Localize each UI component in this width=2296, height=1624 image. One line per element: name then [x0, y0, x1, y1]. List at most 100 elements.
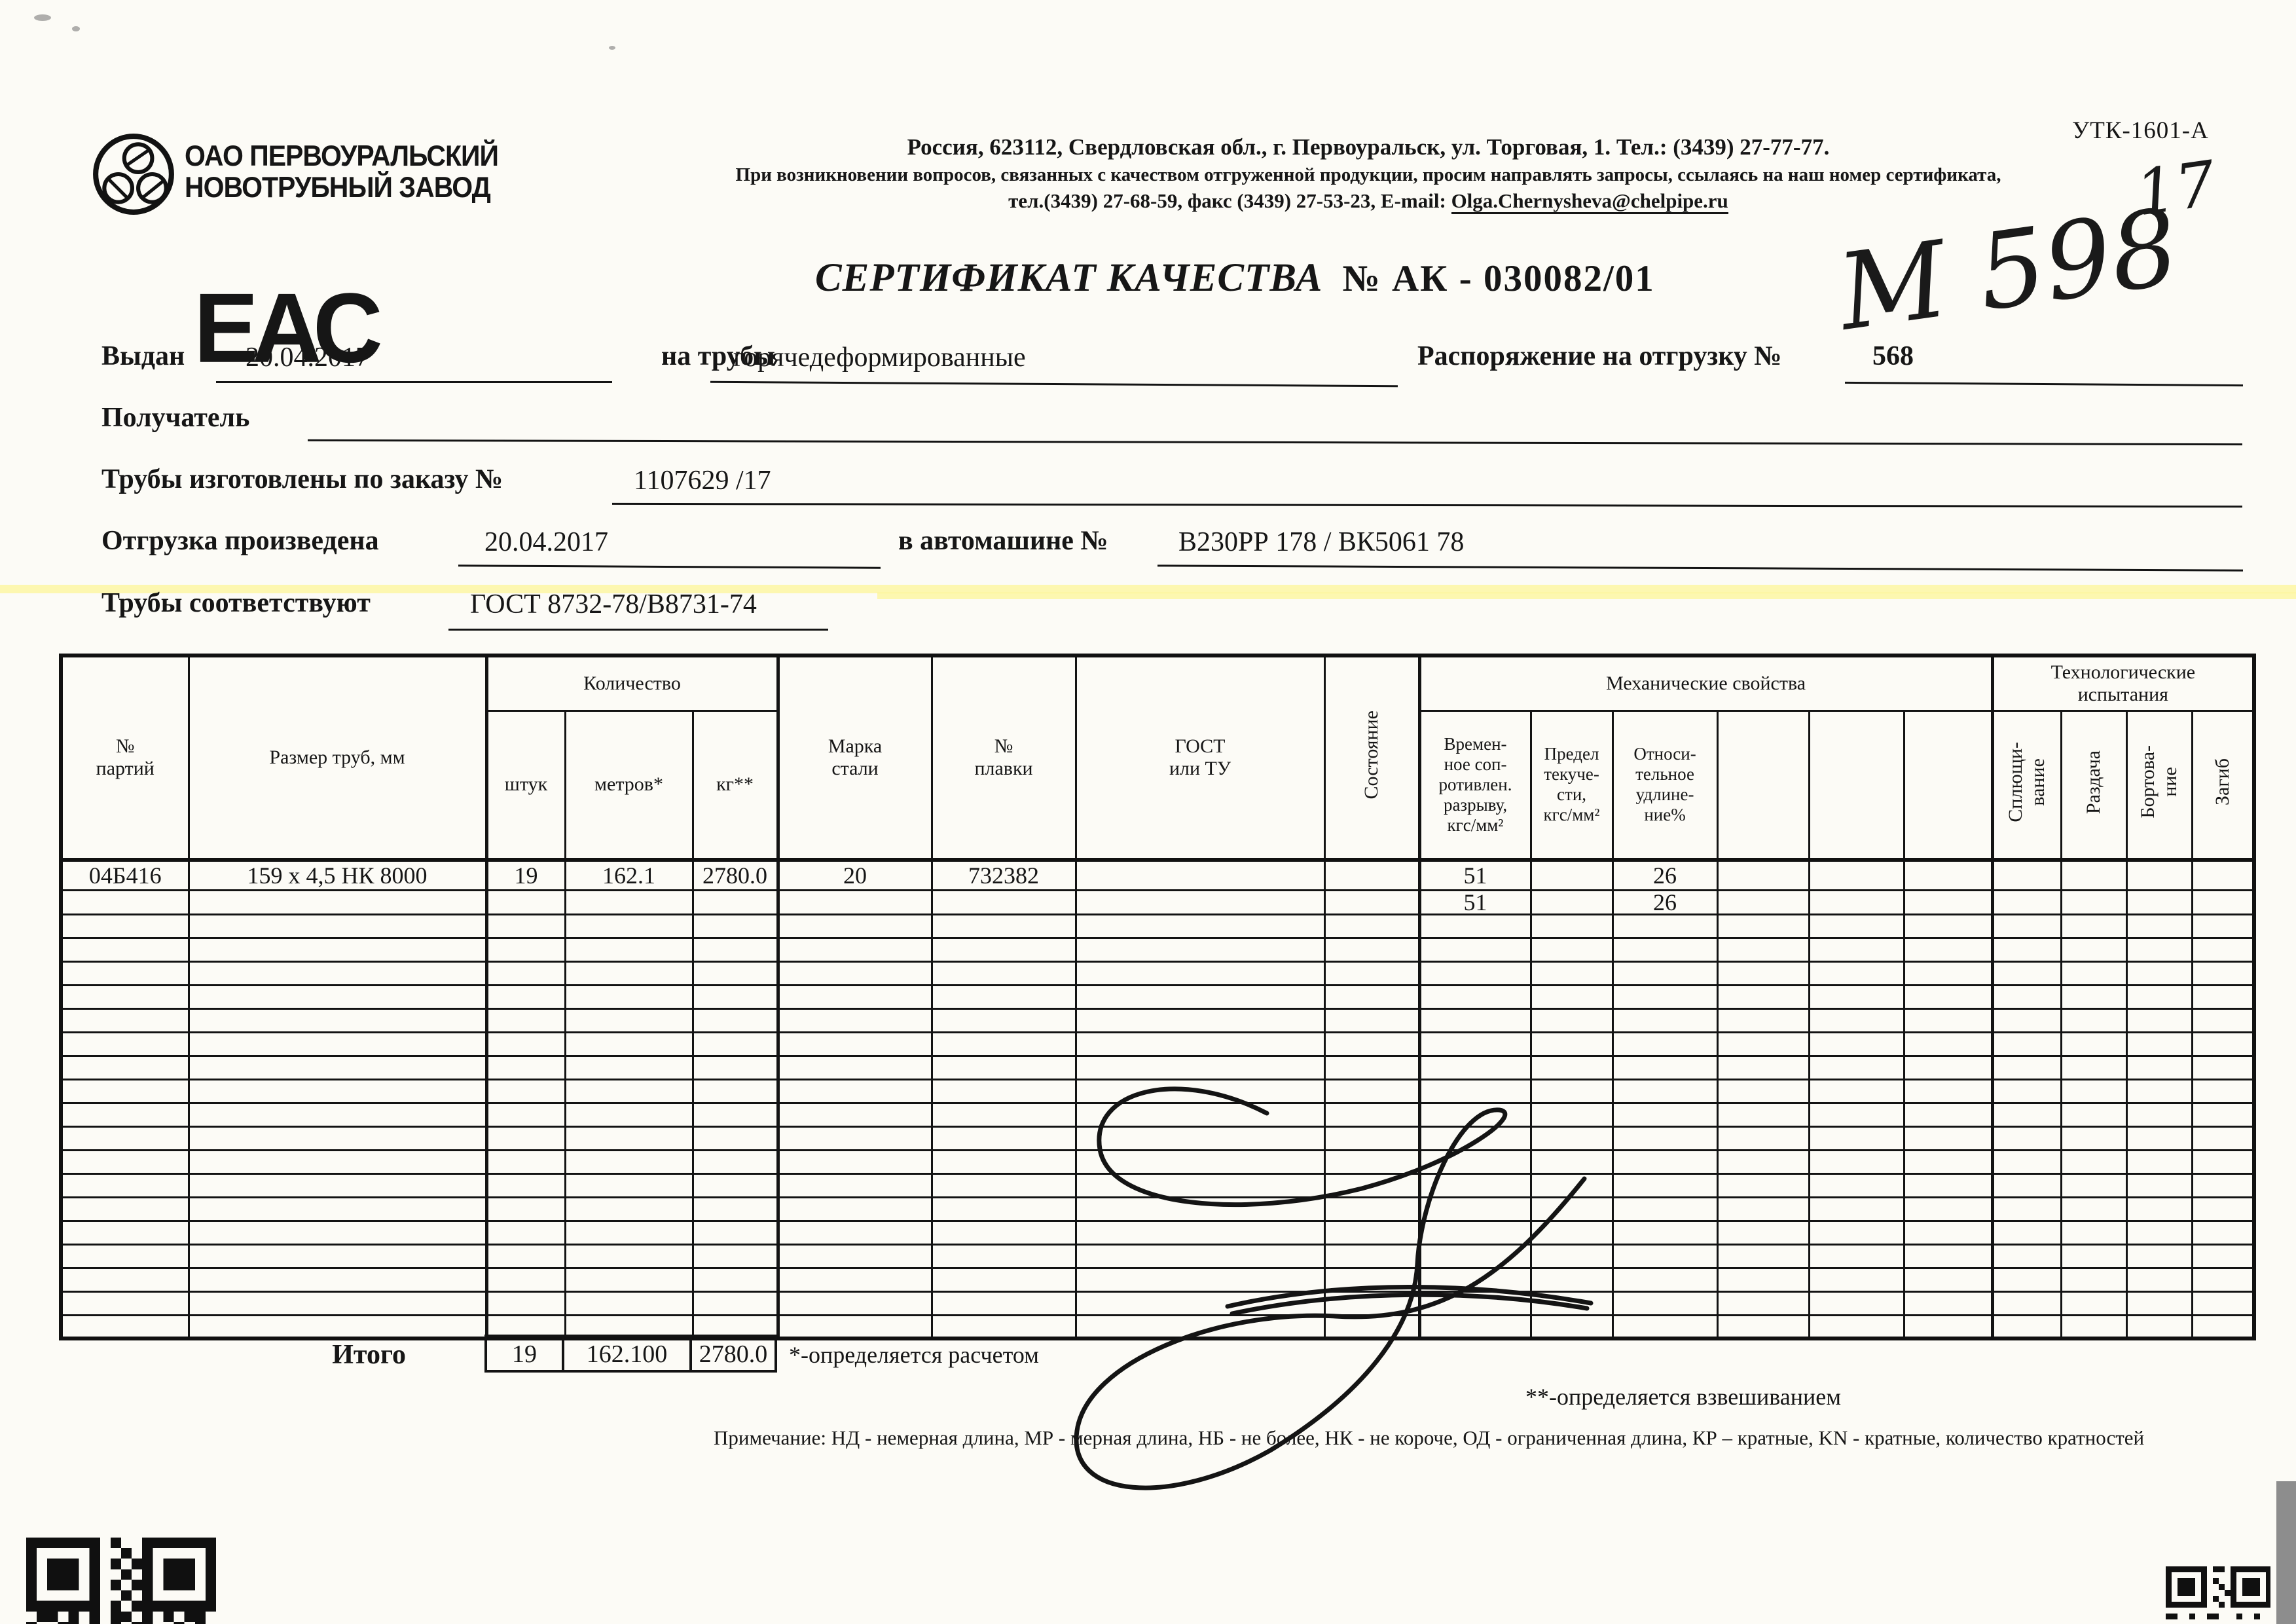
table-cell [1808, 913, 1905, 939]
table-cell [776, 1101, 933, 1128]
table-cell [187, 1101, 488, 1128]
col-header-bend: Загиб [2191, 709, 2255, 861]
table-cell [60, 960, 190, 986]
table-cell [1074, 889, 1326, 915]
table-cell [1903, 960, 1994, 986]
table-cell [1417, 1172, 1532, 1198]
table-cell [1529, 960, 1614, 986]
table-row [60, 936, 2255, 963]
table-cell [564, 984, 694, 1010]
table-cell [2125, 1243, 2193, 1269]
table-cell [776, 1266, 933, 1293]
table-cell [187, 1007, 488, 1033]
table-cell [1323, 984, 1421, 1010]
field-underline [1157, 564, 2243, 572]
letterhead-address: Россия, 623112, Свердловская обл., г. Пе… [907, 134, 1830, 160]
table-cell [776, 984, 933, 1010]
totals-kg: 2780.0 [689, 1335, 777, 1373]
table-cell [1808, 1172, 1905, 1198]
table-cell [776, 889, 933, 915]
table-cell [691, 960, 779, 986]
table-cell [1074, 1078, 1326, 1104]
qr-code-icon [2166, 1566, 2270, 1619]
table-cell [1417, 1125, 1532, 1151]
table-cell [2125, 1101, 2193, 1128]
table-cell [2060, 936, 2128, 963]
table-cell [187, 889, 488, 915]
table-cell [776, 1196, 933, 1222]
table-cell [1323, 1054, 1421, 1080]
table-cell [1323, 1266, 1421, 1293]
spec-table: № партий Размер труб, мм Количество Марк… [59, 654, 2257, 1340]
form-code: УТК-1601-А [2072, 117, 2209, 144]
conform-label: Трубы соответствуют [101, 588, 371, 618]
pipes-label: на трубы [661, 341, 775, 371]
table-row [60, 1078, 2255, 1104]
table-cell [2191, 960, 2255, 986]
table-cell [1903, 1054, 1994, 1080]
table-row [60, 1054, 2255, 1080]
table-cell [1903, 1219, 1994, 1246]
table-cell [1990, 1101, 2062, 1128]
table-cell [1990, 1172, 2062, 1198]
table-cell [1529, 889, 1614, 915]
col-header-meters: метров* [564, 709, 694, 861]
title-text: СЕРТИФИКАТ КАЧЕСТВА [815, 256, 1323, 300]
table-cell [1529, 1243, 1614, 1269]
table-cell [1903, 1290, 1994, 1316]
table-cell [60, 1101, 190, 1128]
table-cell [930, 1031, 1077, 1057]
table-cell [1903, 913, 1994, 939]
table-cell [1716, 1172, 1810, 1198]
table-cell [930, 1219, 1077, 1246]
table-cell [776, 913, 933, 939]
table-cell [1808, 1007, 1905, 1033]
table-cell [1903, 889, 1994, 915]
totals-pieces: 19 [484, 1335, 564, 1373]
table-cell [776, 1007, 933, 1033]
table-cell [1074, 1243, 1326, 1269]
table-cell: 159 х 4,5 НК 8000 [187, 858, 488, 891]
totals-meters: 162.100 [562, 1335, 692, 1373]
table-cell [1903, 936, 1994, 963]
highlighter-streak [0, 585, 2296, 593]
scan-speck [609, 46, 615, 50]
table-cell [2191, 1196, 2255, 1222]
table-cell [2060, 1314, 2128, 1340]
table-cell [1611, 960, 1719, 986]
table-cell [484, 1243, 566, 1269]
table-cell [1990, 858, 2062, 891]
table-cell: 162.1 [564, 858, 694, 891]
title-number: № АК - 030082/01 [1342, 258, 1655, 299]
table-cell [1323, 1125, 1421, 1151]
table-cell [1074, 1101, 1326, 1128]
table-row [60, 913, 2255, 939]
table-cell [484, 1078, 566, 1104]
table-cell [1716, 1078, 1810, 1104]
table-row [60, 1172, 2255, 1198]
footnote-calc: *-определяется расчетом [789, 1342, 1039, 1368]
table-cell [2060, 1219, 2128, 1246]
table-cell [930, 1172, 1077, 1198]
table-cell [1323, 889, 1421, 915]
table-cell [187, 984, 488, 1010]
col-header-melt-no: № плавки [930, 654, 1077, 861]
table-cell [930, 1314, 1077, 1340]
table-cell [2060, 913, 2128, 939]
table-cell [1529, 1266, 1614, 1293]
table-cell [1716, 1266, 1810, 1293]
table-row [60, 1101, 2255, 1128]
table-cell [1074, 1125, 1326, 1151]
table-cell [484, 1266, 566, 1293]
table-cell [691, 1101, 779, 1128]
table-cell [2191, 984, 2255, 1010]
table-cell [2191, 1243, 2255, 1269]
table-cell [60, 1054, 190, 1080]
table-cell [1808, 1219, 1905, 1246]
table-cell [1808, 1266, 1905, 1293]
table-cell [1611, 984, 1719, 1010]
table-cell [1529, 1101, 1614, 1128]
table-cell [1529, 1172, 1614, 1198]
table-cell [776, 1149, 933, 1175]
table-cell [1716, 1196, 1810, 1222]
